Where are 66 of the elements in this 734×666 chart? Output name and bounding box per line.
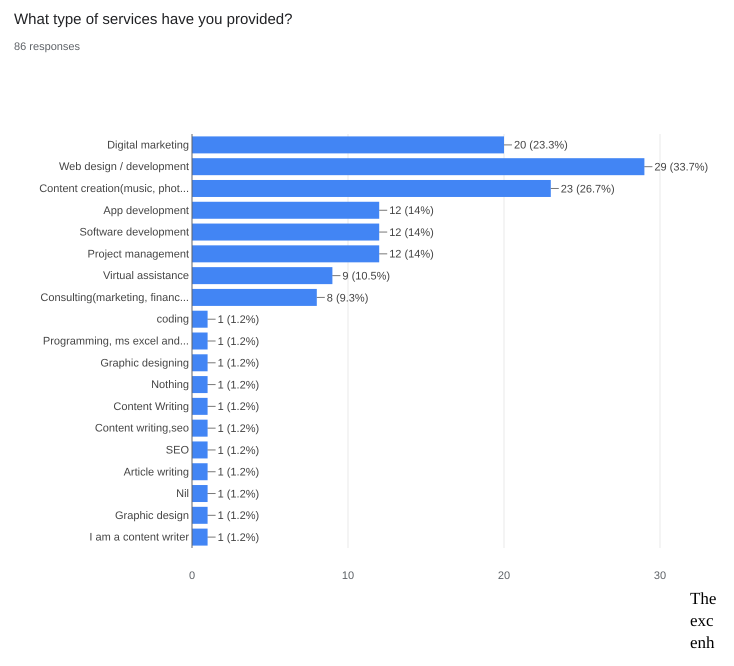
x-tick-label: 20 — [498, 570, 510, 582]
bar — [192, 202, 380, 219]
text: exc — [690, 611, 714, 630]
bar — [192, 506, 208, 524]
data-label: 1 (1.2%) — [218, 314, 260, 326]
y-tick-label: Nothing — [151, 379, 189, 392]
y-tick-label: Consulting(marketing, financ... — [40, 292, 189, 304]
data-label: 23 (26.7%) — [560, 183, 615, 196]
y-tick-label: Software development — [80, 226, 189, 239]
data-label: 1 (1.2%) — [218, 336, 260, 348]
bar — [192, 224, 380, 241]
bar — [192, 485, 208, 502]
text: enh — [690, 633, 716, 652]
bar — [192, 310, 208, 328]
bar — [192, 180, 551, 197]
data-label: 1 (1.2%) — [218, 466, 260, 479]
x-tick-label: 0 — [188, 570, 196, 582]
y-tick-label: Content writing,seo — [94, 422, 189, 435]
data-label: 1 (1.2%) — [218, 423, 260, 436]
y-tick-label: Article writing — [124, 466, 189, 478]
data-label: 9 (10.5%) — [342, 270, 390, 282]
bar — [192, 332, 208, 350]
y-tick-label: Virtual assistance — [102, 270, 189, 282]
y-tick-label: Graphic design — [115, 510, 189, 522]
x-tick-label: 10 — [342, 570, 354, 582]
data-label: 20 (23.3%) — [514, 140, 568, 152]
y-tick-label: App development — [103, 204, 189, 217]
y-tick-label: Content creation(music, phot... — [39, 182, 189, 195]
bar — [192, 288, 317, 306]
text: 86 responses — [14, 41, 81, 53]
bar — [192, 420, 208, 437]
bar — [192, 398, 208, 415]
bar — [192, 158, 644, 176]
chart-title: What type of services have you provided? — [14, 11, 292, 28]
y-tick-label: Project management — [88, 248, 189, 260]
bar — [192, 441, 208, 458]
y-tick-label: Graphic designing — [100, 357, 189, 370]
y-tick-label: Content Writing — [113, 400, 189, 413]
data-label: 12 (14%) — [389, 205, 434, 218]
y-tick-label: Web design / development — [58, 161, 189, 174]
text: The — [690, 589, 716, 608]
y-tick-label: coding — [156, 314, 189, 326]
data-label: 8 (9.3%) — [326, 292, 368, 304]
x-tick-label: 30 — [654, 570, 666, 582]
data-label: 1 (1.2%) — [218, 444, 260, 457]
data-label: 1 (1.2%) — [218, 532, 260, 544]
data-label: 1 (1.2%) — [218, 401, 260, 414]
bar — [192, 245, 380, 262]
bar — [192, 136, 504, 154]
y-tick-label: SEO — [166, 444, 190, 456]
y-tick-label: I am a content writer — [89, 532, 190, 544]
data-label: 12 (14%) — [389, 248, 434, 261]
bar — [192, 463, 208, 480]
data-label: 1 (1.2%) — [218, 358, 260, 370]
y-tick-label: Nil — [176, 488, 189, 500]
bar — [192, 528, 208, 546]
data-label: 1 (1.2%) — [218, 379, 260, 392]
bar — [192, 354, 208, 372]
data-label: 12 (14%) — [389, 226, 434, 239]
y-tick-label: Programming, ms excel and... — [42, 336, 189, 348]
y-tick-label: Digital marketing — [107, 139, 189, 152]
data-label: 29 (33.7%) — [654, 162, 708, 174]
bar — [192, 267, 332, 284]
bar — [192, 376, 208, 394]
data-label: 1 (1.2%) — [218, 488, 260, 500]
data-label: 1 (1.2%) — [218, 510, 260, 522]
